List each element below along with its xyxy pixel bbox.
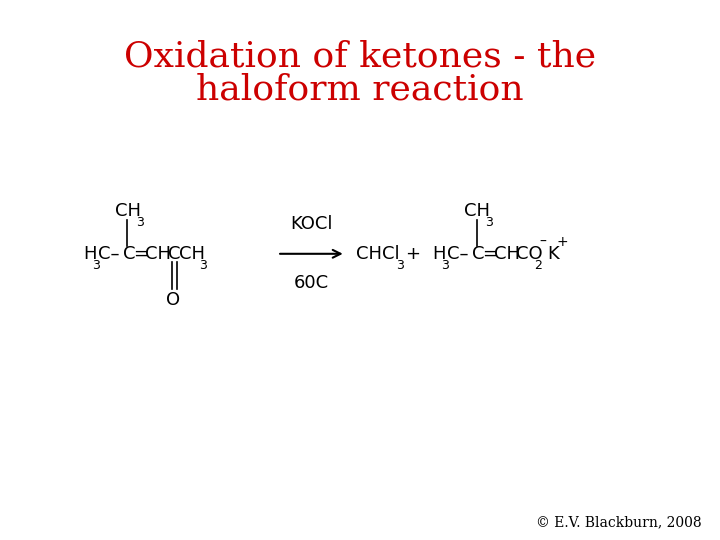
Text: O: O — [166, 291, 180, 309]
Text: 3: 3 — [199, 259, 207, 272]
Text: CH: CH — [494, 245, 520, 263]
Text: C–: C– — [447, 245, 469, 263]
Text: CHCl: CHCl — [356, 245, 400, 263]
Text: CH: CH — [464, 201, 490, 220]
Text: 3: 3 — [441, 259, 449, 272]
Text: © E.V. Blackburn, 2008: © E.V. Blackburn, 2008 — [536, 516, 702, 530]
Text: H: H — [83, 245, 96, 263]
Text: –: – — [539, 235, 546, 249]
Text: =: = — [133, 245, 148, 263]
Text: +: + — [405, 245, 420, 263]
Text: haloform reaction: haloform reaction — [196, 72, 524, 106]
Text: Oxidation of ketones - the: Oxidation of ketones - the — [124, 40, 596, 73]
Text: 3: 3 — [136, 216, 144, 229]
Text: CH: CH — [179, 245, 205, 263]
Text: C: C — [472, 245, 485, 263]
Text: 3: 3 — [485, 216, 493, 229]
Text: CO: CO — [516, 245, 542, 263]
Text: K: K — [547, 245, 559, 263]
Text: CH: CH — [145, 245, 171, 263]
Text: 60C: 60C — [294, 274, 329, 293]
Text: C: C — [123, 245, 135, 263]
Text: =: = — [482, 245, 498, 263]
Text: +: + — [557, 235, 568, 249]
Text: CH: CH — [115, 201, 141, 220]
Text: 3: 3 — [92, 259, 100, 272]
Text: 2: 2 — [534, 259, 542, 272]
Text: C–: C– — [98, 245, 120, 263]
Text: KOCl: KOCl — [290, 215, 333, 233]
Text: C: C — [168, 245, 180, 263]
Text: H: H — [432, 245, 446, 263]
Text: 3: 3 — [396, 259, 404, 272]
